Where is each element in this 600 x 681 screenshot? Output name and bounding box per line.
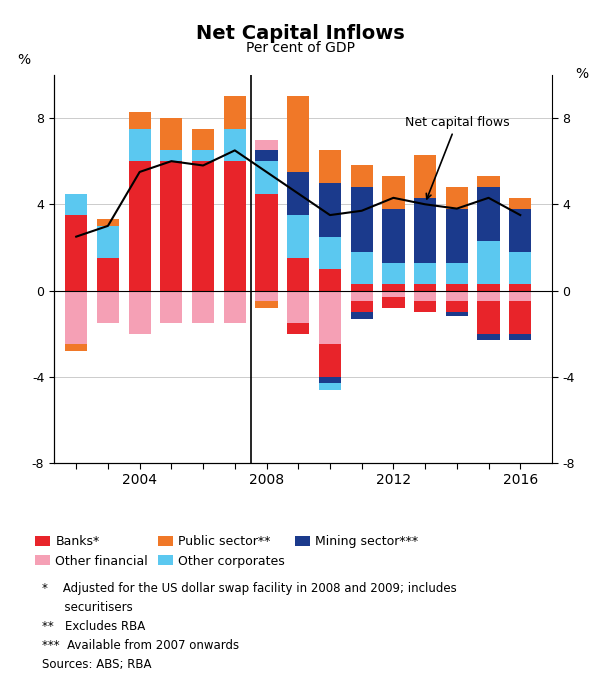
Bar bbox=[478, 334, 500, 340]
Bar bbox=[65, 215, 88, 291]
Bar bbox=[446, 263, 468, 284]
Bar bbox=[192, 291, 214, 323]
Bar bbox=[414, 284, 436, 291]
Text: Net Capital Inflows: Net Capital Inflows bbox=[196, 24, 404, 43]
Bar bbox=[446, 187, 468, 208]
Bar bbox=[97, 291, 119, 323]
Bar bbox=[319, 151, 341, 183]
Bar bbox=[256, 161, 278, 193]
Bar bbox=[65, 193, 88, 215]
Legend: Banks*, Other financial, Public sector**, Other corporates, Mining sector***: Banks*, Other financial, Public sector**… bbox=[35, 535, 418, 567]
Text: Net capital flows: Net capital flows bbox=[404, 116, 509, 199]
Bar bbox=[509, 284, 532, 291]
Bar bbox=[287, 291, 310, 323]
Bar bbox=[128, 129, 151, 161]
Bar bbox=[256, 151, 278, 161]
Bar bbox=[446, 291, 468, 302]
Bar bbox=[65, 345, 88, 351]
Bar bbox=[382, 291, 404, 297]
Bar bbox=[192, 161, 214, 291]
Bar bbox=[509, 302, 532, 334]
Bar bbox=[224, 291, 246, 323]
Bar bbox=[256, 193, 278, 291]
Bar bbox=[160, 161, 182, 291]
Bar bbox=[478, 241, 500, 284]
Bar bbox=[509, 252, 532, 284]
Bar bbox=[224, 161, 246, 291]
Bar bbox=[478, 187, 500, 241]
Bar bbox=[350, 187, 373, 252]
Text: *    Adjusted for the US dollar swap facility in 2008 and 2009; includes
      s: * Adjusted for the US dollar swap facili… bbox=[42, 582, 457, 671]
Bar bbox=[446, 302, 468, 312]
Y-axis label: %: % bbox=[17, 53, 31, 67]
Bar bbox=[287, 172, 310, 215]
Bar bbox=[192, 129, 214, 151]
Bar bbox=[478, 291, 500, 302]
Text: Per cent of GDP: Per cent of GDP bbox=[245, 41, 355, 55]
Bar bbox=[97, 219, 119, 226]
Bar bbox=[509, 291, 532, 302]
Bar bbox=[382, 208, 404, 263]
Bar bbox=[319, 377, 341, 383]
Bar bbox=[224, 97, 246, 129]
Bar bbox=[160, 291, 182, 323]
Bar bbox=[382, 297, 404, 308]
Bar bbox=[414, 291, 436, 302]
Bar bbox=[509, 208, 532, 252]
Bar bbox=[128, 161, 151, 291]
Bar bbox=[128, 112, 151, 129]
Bar bbox=[446, 284, 468, 291]
Bar bbox=[287, 323, 310, 334]
Bar bbox=[509, 198, 532, 208]
Bar bbox=[414, 302, 436, 312]
Bar bbox=[414, 263, 436, 284]
Bar bbox=[382, 284, 404, 291]
Bar bbox=[160, 118, 182, 151]
Bar bbox=[224, 129, 246, 161]
Bar bbox=[350, 291, 373, 302]
Bar bbox=[350, 252, 373, 284]
Bar bbox=[350, 284, 373, 291]
Bar bbox=[97, 258, 119, 291]
Bar bbox=[287, 258, 310, 291]
Bar bbox=[319, 269, 341, 291]
Bar bbox=[128, 291, 151, 334]
Bar bbox=[319, 345, 341, 377]
Bar bbox=[478, 284, 500, 291]
Bar bbox=[256, 140, 278, 151]
Bar bbox=[256, 291, 278, 302]
Bar bbox=[160, 151, 182, 161]
Bar bbox=[446, 312, 468, 317]
Bar bbox=[350, 312, 373, 319]
Bar bbox=[446, 208, 468, 263]
Bar bbox=[192, 151, 214, 161]
Bar bbox=[478, 302, 500, 334]
Bar bbox=[287, 215, 310, 258]
Bar bbox=[65, 291, 88, 345]
Bar bbox=[256, 302, 278, 308]
Bar bbox=[319, 183, 341, 237]
Y-axis label: %: % bbox=[575, 67, 589, 81]
Bar bbox=[319, 291, 341, 345]
Bar bbox=[382, 263, 404, 284]
Bar bbox=[319, 237, 341, 269]
Bar bbox=[350, 302, 373, 312]
Bar bbox=[350, 165, 373, 187]
Bar bbox=[319, 383, 341, 390]
Bar bbox=[509, 334, 532, 340]
Bar bbox=[382, 176, 404, 208]
Bar bbox=[97, 226, 119, 258]
Bar bbox=[414, 198, 436, 263]
Bar bbox=[478, 176, 500, 187]
Bar bbox=[414, 155, 436, 198]
Bar bbox=[287, 97, 310, 172]
